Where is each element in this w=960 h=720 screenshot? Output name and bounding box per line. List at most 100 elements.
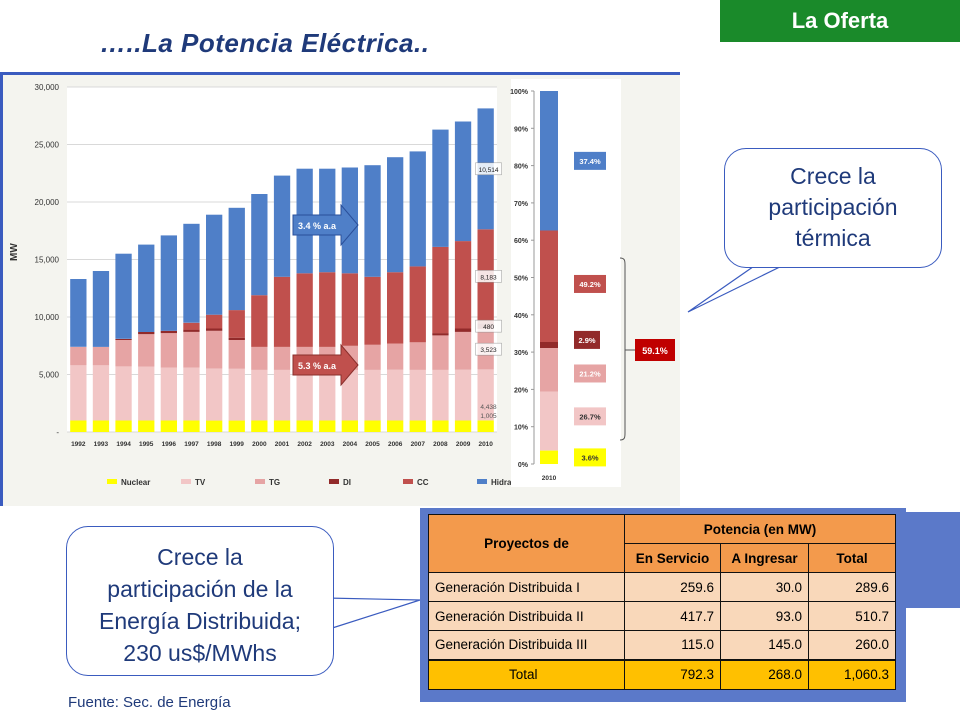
share-tick-label: 60% — [514, 238, 529, 245]
share-tick-label: 90% — [514, 126, 529, 133]
x-tick-label: 2004 — [343, 441, 358, 448]
bar-segment-nuclear-1994 — [115, 420, 132, 432]
share-label-box-hidraulica — [574, 151, 606, 170]
bar-segment-tv-1992 — [70, 365, 87, 421]
x-tick-label: 2009 — [456, 441, 471, 448]
bar-segment-hidraulica-2007 — [409, 151, 426, 267]
bar-segment-hidraulica-1994 — [115, 253, 132, 339]
callout-distributed-line: 230 us$/MWhs — [123, 640, 277, 666]
y-tick-label: 20,000 — [35, 198, 60, 207]
bar-segment-tg-2008 — [432, 335, 449, 370]
share-label-box-di — [574, 330, 600, 349]
bar-segment-hidraulica-1996 — [160, 235, 177, 331]
callout-distributed-line: Crece la — [157, 544, 243, 570]
bar-segment-tv-2003 — [319, 369, 336, 421]
bar-segment-cc-2006 — [387, 272, 404, 344]
share-segment-nuclear — [540, 450, 558, 464]
table-row: Generación Distribuida I 259.6 30.0 289.… — [428, 572, 896, 602]
share-tick-label: 70% — [514, 201, 529, 208]
y-tick-label: 25,000 — [35, 141, 60, 150]
callout-thermal: Crece la participación térmica — [724, 148, 942, 268]
cell-total: 289.6 — [808, 572, 896, 602]
share-tick-label: 10% — [514, 425, 529, 432]
bar-segment-hidraulica-1998 — [206, 214, 223, 315]
value-label-box — [475, 319, 502, 333]
bar-segment-hidraulica-1992 — [70, 279, 87, 347]
bar-segment-nuclear-2007 — [409, 420, 426, 432]
bar-segment-cc-2005 — [364, 276, 381, 345]
share-segment-tg — [540, 348, 558, 392]
bar-segment-cc-1997 — [183, 322, 200, 330]
bar-segment-di-1995 — [138, 331, 155, 335]
bar-segment-cc-2009 — [454, 241, 472, 329]
bar-segment-di-1994 — [115, 338, 132, 340]
table-header-projects: Proyectos de — [428, 514, 625, 573]
column-header: En Servicio — [624, 543, 721, 573]
x-tick-label: 2000 — [252, 441, 267, 448]
share-tick-label: 50% — [514, 276, 529, 283]
thermal-bracket — [619, 257, 626, 441]
bar-segment-cc-2008 — [432, 246, 449, 334]
bar-segment-tg-1994 — [115, 340, 132, 367]
chart-panel: - 5,000 10,000 15,000 20,000 25,000 30,000 199… — [0, 72, 680, 506]
share-label-cc: 49.2% — [579, 280, 601, 289]
row-name: Generación Distribuida II — [428, 601, 625, 631]
cell-in-service: 417.7 — [624, 601, 721, 631]
bar-segment-nuclear-2008 — [432, 420, 449, 432]
bar-segment-hidraulica-2001 — [273, 175, 291, 277]
bar-segment-nuclear-2009 — [454, 420, 472, 432]
table-side-stripe — [896, 512, 960, 608]
projects-table: Proyectos de Potencia (en MW) En Servici… — [428, 514, 896, 690]
x-tick-label: 1993 — [94, 441, 109, 448]
value-label-hidraulica: 10,514 — [479, 167, 499, 174]
bar-segment-nuclear-1992 — [70, 420, 87, 432]
x-tick-label: 2003 — [320, 441, 335, 448]
share-label-di: 2.9% — [578, 336, 595, 345]
bar-segment-nuclear-1995 — [138, 420, 155, 432]
x-tick-label: 2008 — [433, 441, 448, 448]
table-total-row: Total 792.3 268.0 1,060.3 — [428, 658, 896, 690]
projects-table-panel: Proyectos de Potencia (en MW) En Servici… — [420, 508, 906, 702]
cell-to-enter: 145.0 — [720, 630, 809, 660]
bar-segment-cc-2001 — [273, 276, 291, 347]
bar-segment-tv-2000 — [251, 369, 268, 421]
bar-segment-tg-1992 — [70, 346, 87, 366]
bar-segment-tg-2001 — [273, 346, 291, 370]
y-tick-label: 15,000 — [35, 256, 60, 265]
share-tick-label: 0% — [518, 462, 529, 469]
x-tick-label: 1995 — [139, 441, 154, 448]
x-tick-label: 2005 — [365, 441, 380, 448]
bar-segment-nuclear-2004 — [341, 420, 358, 432]
share-segment-hidraulica — [540, 91, 558, 231]
bar-segment-nuclear-2005 — [364, 420, 381, 432]
legend-swatch-cc — [403, 479, 413, 484]
bar-segment-nuclear-2010 — [477, 420, 494, 432]
callout-tail-thermal — [687, 261, 791, 313]
callout-thermal-line: participación — [768, 194, 898, 220]
bar-segment-tv-2005 — [364, 369, 381, 421]
legend-label-hidraulica: Hidraulica — [491, 478, 530, 487]
bar-segment-tg-1993 — [92, 346, 110, 366]
value-label-cc: 8,183 — [480, 274, 497, 281]
bar-segment-cc-2004 — [341, 273, 358, 346]
x-tick-label: 2001 — [275, 441, 290, 448]
bar-segment-hidraulica-1997 — [183, 223, 200, 323]
growth-label-termica: 5.3 % a.a — [298, 361, 337, 371]
bar-segment-tg-2007 — [409, 342, 426, 370]
bar-segment-hidraulica-2000 — [251, 194, 268, 296]
growth-arrow-hidraulica: 3.4 % a.a — [292, 203, 359, 247]
bar-segment-hidraulica-1993 — [92, 271, 110, 347]
bar-segment-tv-2002 — [296, 369, 313, 421]
y-tick-label: 10,000 — [35, 313, 60, 322]
bar-segment-tv-1996 — [160, 367, 177, 421]
bar-segment-tg-2009 — [454, 331, 472, 370]
total-in-service: 792.3 — [624, 658, 721, 690]
capacity-chart: - 5,000 10,000 15,000 20,000 25,000 30,000 199… — [9, 79, 675, 487]
section-tag: La Oferta — [720, 0, 960, 42]
table-row: Generación Distribuida III 115.0 145.0 2… — [428, 630, 896, 660]
bar-segment-cc-2000 — [251, 295, 268, 347]
bar-segment-hidraulica-2006 — [387, 157, 404, 273]
thermal-share-label: 59.1% — [642, 346, 668, 356]
row-name: Generación Distribuida III — [428, 630, 625, 660]
callout-tail-distributed — [325, 597, 421, 631]
